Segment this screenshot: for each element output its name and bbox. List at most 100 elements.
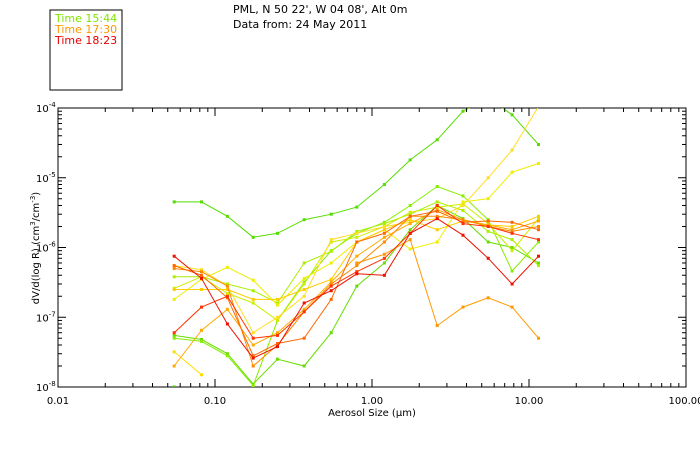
date-line: Data from: 24 May 2011 [233,18,367,31]
data-point [382,235,386,239]
data-point [302,307,306,311]
data-point [510,170,514,174]
data-point [510,282,514,286]
data-point [225,294,229,298]
data-point [200,200,203,204]
data-point [461,109,465,113]
data-point [276,231,279,235]
data-point [172,336,176,340]
data-point [382,228,386,232]
data-point [408,222,412,226]
data-point [329,280,333,284]
data-point [537,238,540,242]
data-point [200,305,203,309]
series-line [356,238,539,339]
data-point [408,158,412,162]
data-point [302,301,306,305]
data-point [408,212,412,216]
data-point [251,336,255,340]
legend-box: Time 15:44 Time 17:30 Time 18:23 [49,9,123,91]
data-point [225,214,229,218]
data-point [276,333,279,337]
data-point [486,229,490,233]
data-point [251,278,255,282]
data-point [355,205,359,209]
x-tick-label: 1.00 [361,396,383,407]
data-point [200,273,203,277]
data-point [382,222,386,226]
data-point [435,138,439,142]
data-point [461,204,465,207]
data-point [355,231,359,235]
data-point [487,96,490,99]
data-point [172,254,176,258]
data-point [355,254,359,258]
data-point [225,307,229,311]
data-point [510,148,514,152]
data-point [408,238,412,242]
data-point [329,212,333,216]
data-point [461,218,465,222]
data-point [355,229,359,233]
data-point [382,225,386,228]
data-point [461,194,465,198]
data-point [537,254,540,258]
data-point [276,331,279,335]
data-point [461,208,465,212]
y-tick-label: 10-7 [36,310,56,324]
data-point [225,322,229,326]
data-point [276,318,279,322]
data-point [486,197,490,201]
data-point [510,249,514,253]
data-point [461,233,465,237]
data-point [382,240,386,244]
data-point [225,282,229,286]
legend-entry-3: Time 18:23 [54,34,117,47]
data-point [200,276,203,280]
station-line: PML, N 50 22', W 04 08', Alt 0m [233,3,407,16]
data-point [537,261,540,265]
data-point [251,384,255,387]
data-point [302,336,306,340]
data-point [200,373,203,377]
data-point [355,235,359,239]
data-point [435,185,439,188]
data-point [302,218,306,222]
x-tick-label: 0.01 [47,396,69,407]
data-point [329,297,333,301]
data-point [172,200,176,204]
data-point [251,356,255,360]
data-point [435,214,439,218]
y-tick-label: 10-6 [36,241,56,255]
data-point [329,282,333,286]
data-point [486,176,490,180]
data-point [486,219,490,223]
data-point [329,331,333,335]
data-point [225,354,229,358]
series-s01 [172,96,540,239]
data-point [251,301,255,305]
x-tick-label: 100.00 [669,396,700,407]
data-point [435,204,439,207]
data-point [382,231,386,235]
data-point [172,331,176,335]
y-tick-label: 10-4 [36,101,56,115]
data-point [461,200,465,204]
data-point [225,288,229,291]
data-point [355,240,359,244]
data-point [408,204,412,207]
data-point [408,228,412,232]
data-point [302,280,306,284]
data-point [435,324,439,328]
data-point [251,364,255,368]
data-point [172,385,176,387]
data-point [172,275,176,279]
data-point [408,214,412,218]
data-point [302,288,306,291]
data-point [251,235,255,239]
header: PML, N 50 22', W 04 08', Alt 0m Data fro… [233,3,407,31]
data-point [329,238,333,242]
data-point [200,288,203,291]
data-point [200,268,203,272]
data-point [329,240,333,244]
